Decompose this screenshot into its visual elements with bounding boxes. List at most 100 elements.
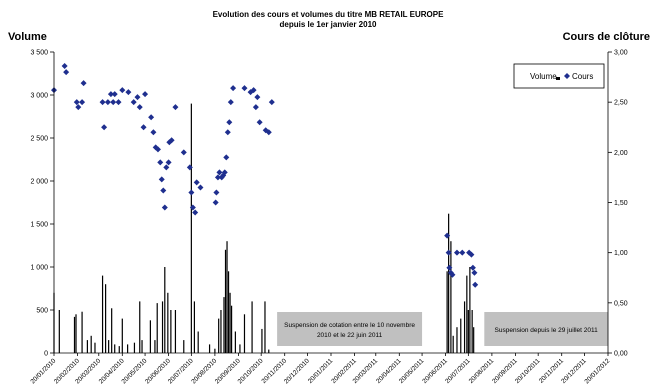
y-tick-left-label: 0	[44, 351, 48, 358]
price-point	[110, 99, 117, 106]
price-point	[163, 164, 170, 171]
volume-bar	[108, 340, 110, 353]
volume-bar	[239, 344, 241, 353]
volume-bar	[167, 292, 169, 353]
volume-bar	[446, 271, 448, 353]
price-point	[214, 174, 221, 181]
price-point	[150, 129, 157, 136]
volume-bar	[473, 327, 475, 353]
annotations: Suspension de cotation entre le 10 novem…	[277, 312, 608, 346]
price-point	[192, 209, 199, 216]
volume-bar	[73, 316, 76, 353]
price-point	[125, 89, 132, 96]
volume-bar	[448, 213, 450, 353]
price-point	[453, 249, 460, 256]
volume-bar	[226, 241, 228, 353]
volume-bar	[190, 103, 192, 353]
price-point	[268, 99, 275, 106]
volume-bar	[161, 301, 164, 353]
price-point	[140, 124, 147, 131]
volume-bars	[53, 103, 475, 353]
price-point	[61, 63, 68, 70]
volume-bar	[90, 335, 92, 353]
price-point	[79, 99, 86, 106]
price-points	[51, 63, 479, 288]
legend-box	[513, 63, 605, 89]
price-point	[446, 264, 453, 271]
y-tick-right-label: 0,00	[614, 351, 628, 358]
volume-bar	[227, 271, 230, 353]
price-point	[134, 94, 141, 101]
y-tick-left-label: 3 500	[30, 50, 48, 57]
volume-bar	[156, 303, 158, 353]
legend: Volume Cours	[513, 63, 605, 89]
price-point	[459, 249, 466, 256]
price-point	[75, 104, 82, 111]
y-tick-left-label: 2 000	[30, 179, 48, 186]
volume-bar	[121, 318, 123, 353]
price-point	[130, 99, 137, 106]
price-point	[165, 159, 172, 166]
price-point	[186, 164, 193, 171]
volume-bar	[149, 320, 151, 353]
annotation-text: Suspension de cotation entre le 10 novem…	[284, 322, 415, 329]
price-point	[468, 251, 475, 258]
price-point	[168, 137, 175, 144]
chart-subtitle: depuis le 1er janvier 2010	[280, 20, 377, 29]
y-tick-right-label: 2,50	[614, 100, 628, 107]
x-ticks: 20/01/201020/02/201020/03/201020/04/2010…	[29, 353, 612, 385]
volume-bar	[251, 301, 253, 353]
y-axis-left-label: Volume	[8, 31, 47, 43]
y-tick-left-label: 3 000	[30, 93, 48, 100]
price-point	[119, 87, 126, 94]
volume-bar	[111, 308, 113, 353]
y-ticks-right: 0,00 0,50 1,00 1,50 2,00 2,50 3,00	[608, 50, 628, 358]
volume-bar	[223, 297, 225, 353]
volume-bar	[243, 314, 246, 353]
y-tick-right-label: 1,00	[614, 250, 628, 257]
volume-bar	[197, 331, 199, 353]
price-point	[180, 149, 187, 156]
y-tick-left-label: 500	[36, 308, 48, 315]
chart-title: Evolution des cours et volumes du titre …	[213, 10, 445, 19]
price-point	[161, 204, 168, 211]
volume-bar	[466, 275, 468, 353]
volume-bar	[467, 310, 469, 353]
legend-volume-label: Volume	[530, 72, 557, 81]
volume-bar	[452, 335, 454, 353]
annotation-text: Suspension depuis le 29 juillet 2011	[495, 327, 599, 334]
price-point	[449, 271, 456, 278]
volume-bar	[86, 340, 88, 353]
price-point	[158, 176, 165, 183]
price-point	[99, 99, 106, 106]
volume-bar	[101, 275, 104, 353]
volume-bar	[264, 301, 266, 353]
price-point	[472, 281, 479, 288]
price-point	[212, 199, 219, 206]
price-point	[241, 85, 248, 92]
y-tick-right-label: 2,00	[614, 150, 628, 157]
volume-bar	[220, 310, 222, 353]
price-point	[148, 114, 155, 121]
price-point	[115, 99, 122, 106]
price-point	[224, 129, 231, 136]
price-point	[73, 99, 80, 106]
price-point	[252, 104, 259, 111]
price-point	[221, 169, 228, 176]
price-point	[111, 91, 118, 98]
volume-bar	[471, 310, 473, 353]
price-point	[157, 159, 164, 166]
price-point	[230, 85, 237, 92]
price-point	[154, 146, 161, 153]
price-point	[265, 129, 272, 136]
volume-bar	[127, 344, 129, 353]
legend-cours-marker	[564, 73, 570, 79]
y-tick-left-label: 1 000	[30, 265, 48, 272]
volume-bar	[114, 344, 116, 353]
y-tick-left-label: 2 500	[30, 136, 48, 143]
y-tick-right-label: 3,00	[614, 50, 628, 57]
price-point	[172, 104, 179, 111]
price-point	[193, 179, 200, 186]
price-point	[223, 154, 230, 161]
price-point	[101, 124, 108, 131]
